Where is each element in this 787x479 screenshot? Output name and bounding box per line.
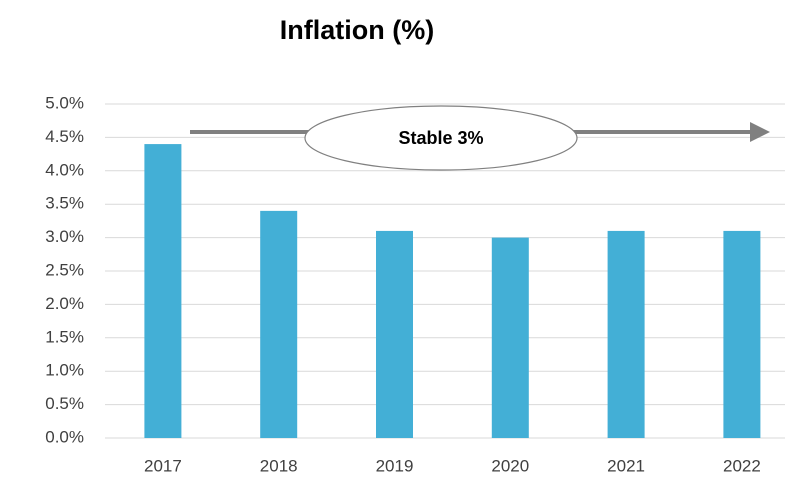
y-tick-label: 3.5%	[45, 194, 84, 213]
x-tick-label: 2018	[260, 456, 298, 475]
y-tick-label: 4.5%	[45, 127, 84, 146]
bar	[144, 144, 182, 438]
x-tick-label: 2021	[607, 456, 645, 475]
y-tick-label: 2.0%	[45, 294, 84, 313]
chart-title: Inflation (%)	[280, 15, 434, 45]
y-tick-label: 2.5%	[45, 260, 84, 279]
x-tick-label: 2022	[723, 456, 761, 475]
y-tick-label: 1.0%	[45, 361, 84, 380]
bar	[376, 230, 413, 438]
bar	[723, 230, 761, 438]
bar	[260, 210, 298, 438]
y-tick-label: 0.0%	[45, 427, 84, 446]
y-tick-label: 5.0%	[45, 93, 84, 112]
y-tick-label: 3.0%	[45, 227, 84, 246]
y-tick-label: 4.0%	[45, 160, 84, 179]
bar	[607, 230, 645, 438]
annotation-text: Stable 3%	[398, 128, 483, 148]
annotation-ellipse	[304, 105, 578, 171]
y-tick-label: 0.5%	[45, 394, 84, 413]
bar	[491, 237, 529, 438]
y-tick-label: 1.5%	[45, 327, 84, 346]
x-tick-label: 2020	[491, 456, 529, 475]
x-tick-label: 2017	[144, 456, 182, 475]
x-tick-label: 2019	[376, 456, 414, 475]
